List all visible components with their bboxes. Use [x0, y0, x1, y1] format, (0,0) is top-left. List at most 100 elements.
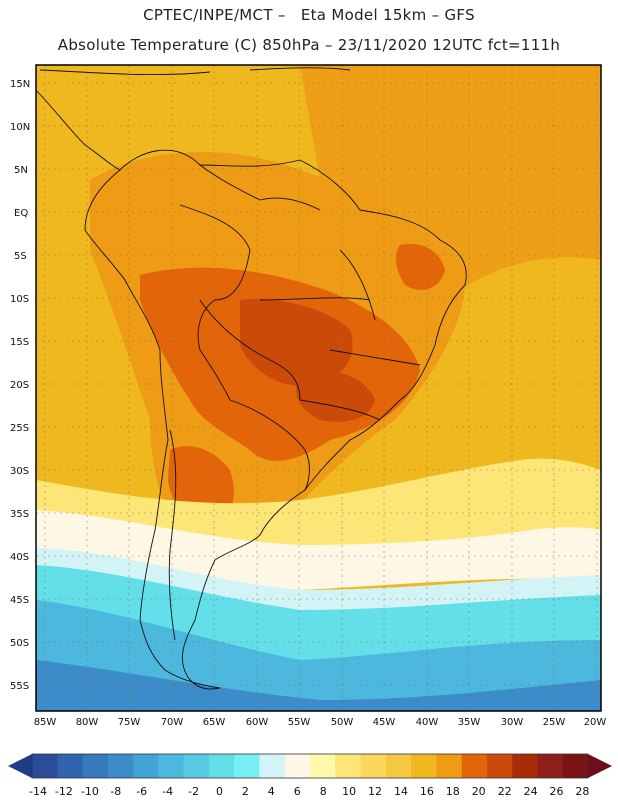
colorbar-label: -14: [29, 785, 47, 798]
colorbar-outline: [31, 753, 589, 779]
lat-tick-label: 55S: [10, 681, 29, 692]
lon-tick-label: 45W: [373, 717, 396, 728]
colorbar-label: 10: [342, 785, 356, 798]
longitude-axis: 85W 80W 75W 70W 65W 60W 55W 50W 45W 40W …: [34, 717, 607, 728]
colorbar-swatch: [259, 754, 286, 778]
colorbar-label: 20: [472, 785, 486, 798]
colorbar-swatch: [411, 754, 437, 778]
lon-tick-label: 60W: [246, 717, 269, 728]
colorbar-label: -4: [162, 785, 173, 798]
colorbar-label: 0: [216, 785, 223, 798]
colorbar: -14 -12 -10 -8 -6 -4 -2 0 2 4 6 8 10 12 14 16 18 20 22 24 26…: [8, 753, 612, 798]
colorbar-label: 8: [320, 785, 327, 798]
lon-tick-label: 35W: [458, 717, 481, 728]
lat-tick-label: 5N: [14, 165, 28, 176]
colorbar-under-arrow: [8, 754, 32, 778]
south-america-coastline: [84, 149, 467, 690]
lat-tick-label: 15N: [10, 79, 30, 90]
graticule: [36, 65, 601, 711]
colorbar-swatch: [208, 754, 235, 778]
colorbar-swatch: [537, 754, 564, 778]
lat-tick-label: 50S: [10, 638, 29, 649]
lon-tick-label: 85W: [34, 717, 57, 728]
lat-tick-label: 35S: [10, 509, 29, 520]
colorbar-labels: -14 -12 -10 -8 -6 -4 -2 0 2 4 6 8 10 12 14 16 18 20 22 24 26…: [29, 785, 589, 798]
lon-tick-label: 40W: [416, 717, 439, 728]
colorbar-swatch: [133, 754, 159, 778]
colorbar-label: 16: [420, 785, 434, 798]
colorbar-swatch: [385, 754, 412, 778]
border-argentina-chile: [168, 429, 177, 641]
colorbar-label: -10: [81, 785, 99, 798]
colorbar-label: -6: [136, 785, 147, 798]
border-brazil-states: [259, 249, 421, 421]
temperature-field: [36, 65, 601, 711]
lat-tick-label: 5S: [14, 251, 27, 262]
colorbar-swatch: [234, 754, 260, 778]
lon-tick-label: 55W: [288, 717, 311, 728]
colorbar-swatches: [31, 753, 589, 779]
title-variable: Absolute Temperature (C) 850hPa – 23/11/…: [57, 36, 561, 54]
colorbar-swatch: [512, 754, 538, 778]
title-model: CPTEC/INPE/MCT – Eta Model 15km – GFS: [143, 6, 475, 24]
colorbar-swatch: [310, 754, 336, 778]
colorbar-label: 14: [394, 785, 408, 798]
colorbar-swatch: [32, 754, 58, 778]
coastlines-borders: [36, 67, 467, 690]
lat-tick-label: 10S: [10, 294, 29, 305]
colorbar-label: 28: [575, 785, 589, 798]
colorbar-swatch: [335, 754, 361, 778]
atlantic-warm-region: [300, 65, 601, 300]
colorbar-swatch: [284, 754, 311, 778]
colorbar-label: 12: [368, 785, 382, 798]
latitude-axis: 15N 10N 5N EQ 5S 10S 15S 20S 25S 30S 35S…: [10, 79, 30, 692]
colorbar-swatch: [107, 754, 134, 778]
colorbar-swatch: [82, 754, 109, 778]
lon-tick-label: 20W: [584, 717, 607, 728]
caribbean-islands: [39, 67, 351, 76]
colorbar-swatch: [158, 754, 185, 778]
colorbar-swatch: [436, 754, 463, 778]
colorbar-swatch: [461, 754, 488, 778]
central-america: [36, 89, 121, 171]
colorbar-swatch: [183, 754, 210, 778]
colorbar-swatch: [562, 754, 589, 778]
lat-tick-label: 45S: [10, 595, 29, 606]
colorbar-swatch: [360, 754, 387, 778]
lat-tick-label: 15S: [10, 337, 29, 348]
lat-tick-label: 10N: [10, 122, 30, 133]
colorbar-label: -8: [110, 785, 121, 798]
colorbar-swatch: [57, 754, 83, 778]
coldest-region: [36, 660, 601, 711]
lon-tick-label: 75W: [118, 717, 141, 728]
map-frame: [35, 64, 602, 712]
colorbar-label: 18: [446, 785, 460, 798]
lon-tick-label: 25W: [543, 717, 566, 728]
lat-tick-label: 20S: [10, 380, 29, 391]
lat-tick-label: EQ: [14, 208, 28, 219]
colorbar-label: 6: [294, 785, 301, 798]
colorbar-label: 2: [242, 785, 249, 798]
lon-tick-label: 30W: [501, 717, 524, 728]
colorbar-label: -2: [188, 785, 199, 798]
lat-tick-label: 30S: [10, 466, 29, 477]
colorbar-label: 26: [550, 785, 564, 798]
lon-tick-label: 70W: [161, 717, 184, 728]
border-brazil-west: [179, 204, 251, 401]
lon-tick-label: 50W: [331, 717, 354, 728]
lon-tick-label: 80W: [76, 717, 99, 728]
hottest-region-central: [240, 299, 353, 386]
colorbar-over-arrow: [588, 754, 612, 778]
colorbar-swatch: [486, 754, 513, 778]
lon-tick-label: 65W: [203, 717, 226, 728]
colorbar-label: 24: [524, 785, 538, 798]
border-bolivia: [199, 299, 301, 401]
lat-tick-label: 40S: [10, 552, 29, 563]
colorbar-label: 22: [498, 785, 512, 798]
border-northern: [199, 164, 321, 211]
border-brazil-south: [229, 399, 310, 491]
lat-tick-label: 25S: [10, 423, 29, 434]
colorbar-label: -12: [55, 785, 73, 798]
colorbar-label: 4: [268, 785, 275, 798]
